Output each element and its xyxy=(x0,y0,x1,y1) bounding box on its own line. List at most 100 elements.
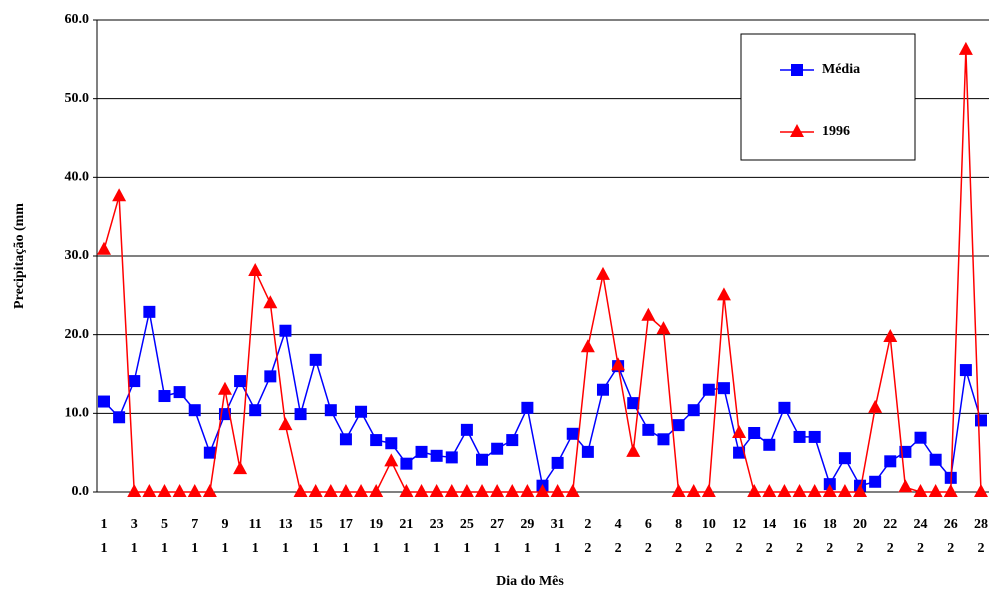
x-tick-month: 2 xyxy=(947,541,954,556)
point xyxy=(869,475,882,488)
point xyxy=(566,427,579,440)
x-tick-label: 25 1 xyxy=(460,517,474,556)
point xyxy=(97,241,111,255)
point xyxy=(415,445,428,458)
x-tick-day: 28 xyxy=(974,517,988,532)
x-tick-month: 1 xyxy=(494,541,501,556)
point xyxy=(656,321,671,335)
point xyxy=(762,484,777,497)
point xyxy=(943,484,958,497)
x-tick-day: 8 xyxy=(675,517,682,532)
point xyxy=(747,484,762,497)
point xyxy=(506,434,519,447)
x-tick-label: 10 2 xyxy=(702,517,716,556)
point xyxy=(686,484,701,497)
point xyxy=(309,353,322,366)
x-tick-label: 28 2 xyxy=(974,517,988,556)
x-tick-day: 24 xyxy=(914,517,928,532)
x-tick-label: 29 1 xyxy=(520,517,534,556)
point xyxy=(338,484,353,497)
point xyxy=(807,484,822,497)
point xyxy=(279,324,292,337)
x-tick-month: 1 xyxy=(221,541,228,556)
point xyxy=(596,383,609,396)
x-tick-month: 1 xyxy=(191,541,198,556)
point xyxy=(748,427,761,439)
x-tick-month: 2 xyxy=(887,541,894,556)
point xyxy=(385,437,398,450)
point xyxy=(278,417,293,431)
x-tick-day: 17 xyxy=(339,517,353,532)
point xyxy=(838,452,851,465)
x-tick-label: 16 2 xyxy=(793,517,807,556)
y-tick-label: 50.0 xyxy=(65,91,90,106)
point xyxy=(400,457,413,470)
point xyxy=(430,449,443,462)
point xyxy=(142,484,157,497)
point xyxy=(793,430,806,443)
x-tick-month: 1 xyxy=(463,541,470,556)
x-tick-month: 2 xyxy=(857,541,864,556)
x-axis-label: Dia do Mês xyxy=(496,574,564,589)
point xyxy=(429,484,444,497)
point xyxy=(551,456,564,469)
x-tick-label: 15 1 xyxy=(309,517,323,556)
point xyxy=(701,484,716,497)
point xyxy=(822,484,837,497)
x-tick-label: 21 1 xyxy=(399,517,413,556)
point xyxy=(173,386,186,399)
point xyxy=(868,399,883,413)
x-tick-day: 16 xyxy=(793,517,807,532)
x-tick-month: 2 xyxy=(645,541,652,556)
point xyxy=(188,404,201,417)
point xyxy=(127,484,142,497)
point xyxy=(203,446,216,459)
point xyxy=(399,484,414,497)
point xyxy=(444,484,459,497)
x-tick-label: 11 1 xyxy=(249,517,262,556)
point xyxy=(777,484,792,497)
point xyxy=(369,484,384,497)
legend-label: 1996 xyxy=(822,124,850,139)
x-tick-day: 5 xyxy=(161,517,168,532)
x-tick-label: 14 2 xyxy=(762,517,776,556)
y-tick-label: 30.0 xyxy=(65,248,90,263)
point xyxy=(112,188,127,202)
point xyxy=(535,484,550,497)
point xyxy=(550,484,565,497)
x-tick-day: 19 xyxy=(369,517,383,532)
x-tick-month: 1 xyxy=(282,541,289,556)
y-tick-label: 0.0 xyxy=(72,484,90,499)
point xyxy=(974,484,988,497)
x-tick-day: 27 xyxy=(490,517,504,532)
point xyxy=(491,442,504,455)
point xyxy=(521,401,534,414)
point xyxy=(234,375,247,388)
x-tick-day: 6 xyxy=(645,517,652,532)
point xyxy=(460,423,473,436)
x-tick-day: 14 xyxy=(762,517,776,532)
x-tick-day: 25 xyxy=(460,517,474,532)
point xyxy=(671,484,686,497)
point xyxy=(445,451,458,464)
x-tick-day: 23 xyxy=(430,517,444,532)
x-tick-month: 1 xyxy=(342,541,349,556)
point xyxy=(202,484,217,497)
point xyxy=(959,364,972,377)
x-tick-label: 31 1 xyxy=(551,517,565,556)
point xyxy=(853,484,868,497)
point xyxy=(339,433,352,446)
point xyxy=(672,419,685,432)
x-tick-day: 29 xyxy=(520,517,534,532)
x-tick-month: 2 xyxy=(917,541,924,556)
x-tick-day: 31 xyxy=(551,517,565,532)
x-tick-day: 11 xyxy=(249,517,262,532)
x-tick-day: 1 xyxy=(101,517,108,532)
point xyxy=(98,395,110,408)
point xyxy=(641,307,656,321)
